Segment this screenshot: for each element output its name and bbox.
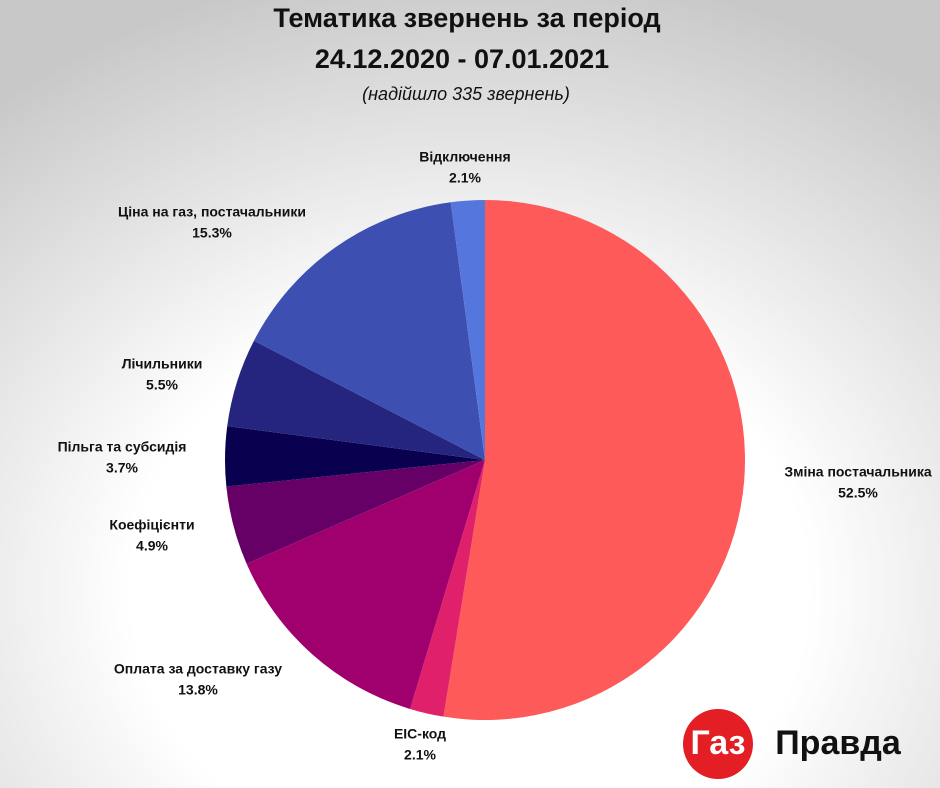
- pie-slice: [443, 200, 746, 720]
- slice-label: Коефіцієнти: [109, 517, 194, 533]
- chart-subtitle: 24.12.2020 - 07.01.2021: [315, 44, 609, 74]
- slice-value: 52.5%: [838, 485, 878, 501]
- slice-value: 13.8%: [178, 682, 218, 698]
- pie-slice: [253, 202, 485, 461]
- pie-slice: [410, 460, 485, 717]
- slice-label: Зміна постачальника: [784, 464, 932, 480]
- pie-slice: [225, 426, 485, 487]
- slice-label: Пільга та субсидія: [58, 439, 187, 455]
- slice-value: 4.9%: [136, 538, 168, 554]
- slice-value: 15.3%: [192, 225, 232, 241]
- slice-label: Лічильники: [122, 356, 203, 372]
- logo-left: Газ: [690, 724, 745, 762]
- slice-label: Ціна на газ, постачальники: [118, 204, 306, 220]
- logo-circle: [683, 709, 753, 779]
- chart-note: (надійшло 335 звернень): [362, 84, 570, 104]
- pie-slice: [227, 340, 486, 460]
- pie-slice: [246, 460, 485, 709]
- pie-slice: [450, 200, 485, 460]
- logo-right: Правда: [775, 724, 902, 762]
- chart-title: Тематика звернень за період: [273, 3, 660, 33]
- slice-label: Оплата за доставку газу: [114, 661, 282, 677]
- pie-slice: [226, 460, 485, 564]
- slice-value: 2.1%: [404, 747, 436, 763]
- slice-value: 3.7%: [106, 460, 138, 476]
- slice-label: Відключення: [419, 149, 510, 165]
- slice-label: EIC-код: [394, 726, 446, 742]
- slice-value: 5.5%: [146, 377, 178, 393]
- slice-value: 2.1%: [449, 170, 481, 186]
